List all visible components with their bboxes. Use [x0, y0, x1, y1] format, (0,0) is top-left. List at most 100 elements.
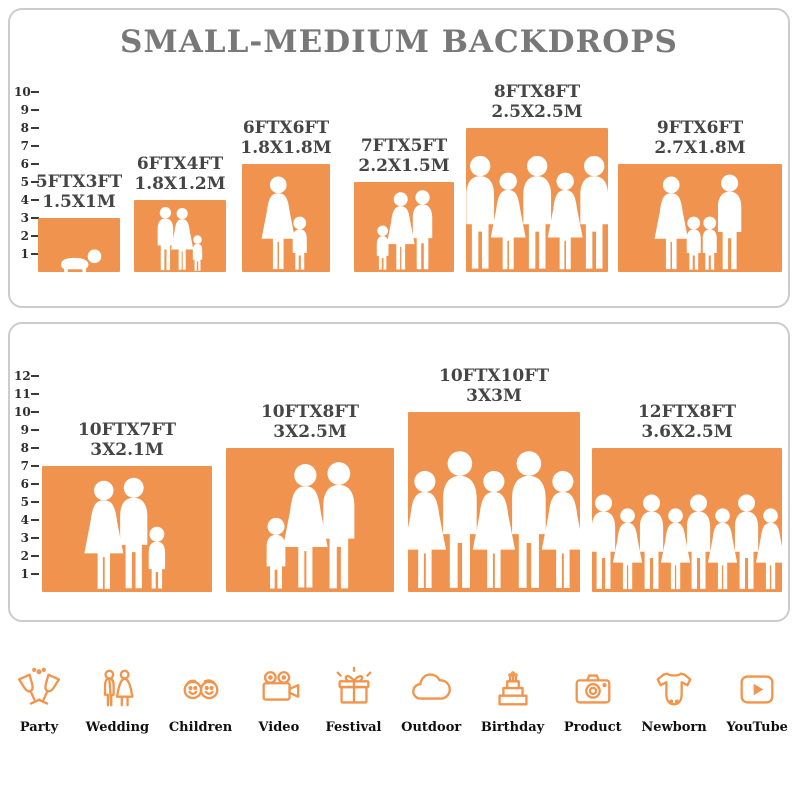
figure-man-silhouette	[157, 206, 174, 270]
ruler-tick	[31, 465, 39, 467]
size-m-text: 3X3M	[466, 385, 522, 406]
figure-child-silhouette	[148, 527, 165, 590]
ruler-tick	[31, 483, 39, 485]
figure-child-silhouette	[376, 225, 389, 270]
category-youtube: YouTube	[726, 666, 788, 735]
ruler-tick	[31, 519, 39, 521]
category-label: Children	[168, 720, 233, 735]
ruler-tick	[31, 181, 39, 183]
category-birthday: Birthday	[481, 666, 544, 735]
festival-icon	[331, 666, 377, 712]
figure-child-silhouette	[292, 216, 307, 270]
figure-woman-silhouette	[472, 471, 516, 589]
category-label: Party	[19, 720, 59, 735]
figure-man-silhouette	[579, 155, 608, 269]
ruler-tick	[31, 253, 39, 255]
ruler-tick	[31, 429, 39, 431]
ruler-tick	[31, 91, 39, 93]
category-label: Wedding	[85, 720, 150, 735]
ruler-mark-5: 5	[20, 175, 29, 189]
silhouette-group	[618, 173, 782, 272]
figure-man-silhouette	[412, 190, 432, 270]
ruler-mark-2: 2	[20, 549, 29, 563]
ruler-tick	[31, 411, 39, 413]
figure-man-silhouette	[687, 494, 711, 589]
figure-woman-silhouette	[171, 208, 194, 270]
bar-size-label: 10FTX8FT 3X2.5M	[261, 402, 359, 442]
figure-man-silhouette	[119, 477, 147, 589]
ruler-tick	[31, 127, 39, 129]
silhouette-group	[134, 206, 226, 272]
category-newborn: Newborn	[641, 666, 707, 735]
bar-size-label: 10FTX7FT 3X2.1M	[78, 420, 176, 460]
bar-size-label: 9FTX6FT 2.7X1.8M	[654, 118, 745, 158]
ruler-mark-7: 7	[20, 459, 29, 473]
ruler-mark-4: 4	[20, 193, 29, 207]
figure-man-silhouette	[466, 155, 495, 269]
youtube-icon	[734, 666, 780, 712]
category-label: Newborn	[641, 720, 707, 735]
outdoor-icon	[408, 666, 454, 712]
size-ft-text: 10FTX7FT	[77, 419, 177, 440]
size-ft-text: 10FTX8FT	[260, 401, 360, 422]
panel-small-medium-backdrops: SMALL-MEDIUM BACKDROPS 1 2 3 4 5 6 7 8 9 10 5FTX3F…	[8, 8, 790, 308]
figure-woman-silhouette	[613, 508, 643, 590]
ruler-mark-6: 6	[20, 477, 29, 491]
panel-large-backdrops: 1 2 3 4 5 6 7 8 9 10 11 12 10FTX7FT 3X2.1M 10FTX8FT 3X2…	[8, 322, 790, 622]
size-ft-text: 6FTX6FT	[242, 117, 330, 138]
ruler-mark-6: 6	[20, 157, 29, 171]
ruler-tick	[31, 447, 39, 449]
figure-woman-silhouette	[655, 176, 689, 269]
wedding-icon	[94, 666, 140, 712]
party-icon	[16, 666, 62, 712]
size-ft-text: 8FTX8FT	[493, 81, 581, 102]
category-label: YouTube	[726, 720, 788, 735]
ruler-tick	[31, 393, 39, 395]
figure-man-silhouette	[442, 450, 477, 588]
figure-woman-silhouette	[404, 471, 447, 589]
bar-size-label: 12FTX8FT 3.6X2.5M	[638, 402, 736, 442]
bar-size-label: 6FTX6FT 1.8X1.8M	[240, 118, 331, 158]
ruler-mark-9: 9	[20, 423, 29, 437]
category-wedding: Wedding	[86, 666, 149, 735]
size-m-text: 3X2.5M	[273, 421, 347, 442]
figure-child-silhouette	[702, 216, 717, 270]
ruler-mark-10: 10	[14, 405, 31, 419]
figure-child-silhouette	[192, 234, 202, 271]
ruler-mark-3: 3	[20, 211, 29, 225]
ruler-mark-1: 1	[20, 567, 29, 581]
figure-woman-silhouette	[491, 172, 527, 269]
silhouette-group	[354, 189, 454, 272]
product-icon	[570, 666, 616, 712]
size-chart-large: 1 2 3 4 5 6 7 8 9 10 11 12 10FTX7FT 3X2.1M 10FTX8FT 3X2…	[14, 360, 785, 592]
category-party: Party	[12, 666, 66, 735]
ruler-mark-3: 3	[20, 531, 29, 545]
ruler-mark-9: 9	[20, 103, 29, 117]
page-title: SMALL-MEDIUM BACKDROPS	[120, 24, 678, 60]
category-outdoor: Outdoor	[401, 666, 461, 735]
ruler-mark-8: 8	[20, 441, 29, 455]
ruler-tick	[31, 163, 39, 165]
ruler-mark-4: 4	[20, 513, 29, 527]
ruler-mark-11: 11	[14, 387, 31, 401]
silhouette-group	[226, 460, 394, 592]
size-ft-text: 9FTX6FT	[656, 117, 744, 138]
figure-woman-silhouette	[84, 480, 124, 589]
ruler-tick	[31, 573, 39, 575]
size-m-text: 2.2X1.5M	[358, 155, 450, 176]
figure-woman-silhouette	[541, 471, 584, 589]
bar-size-label: 8FTX8FT 2.5X2.5M	[491, 82, 582, 122]
size-m-text: 3X2.1M	[90, 439, 164, 460]
category-label: Birthday	[480, 720, 545, 735]
size-m-text: 2.7X1.8M	[654, 137, 746, 158]
category-label: Outdoor	[401, 720, 462, 735]
category-video: Video	[252, 666, 306, 735]
size-ft-text: 6FTX4FT	[136, 153, 224, 174]
figure-woman-silhouette	[547, 172, 583, 269]
size-m-text: 1.8X1.2M	[134, 173, 226, 194]
size-ft-text: 12FTX8FT	[637, 401, 737, 422]
bar-size-label: 5FTX3FT 1.5X1M	[36, 172, 122, 212]
ruler-mark-12: 12	[14, 369, 31, 383]
ruler-mark-10: 10	[14, 85, 31, 99]
ruler-tick	[31, 199, 39, 201]
